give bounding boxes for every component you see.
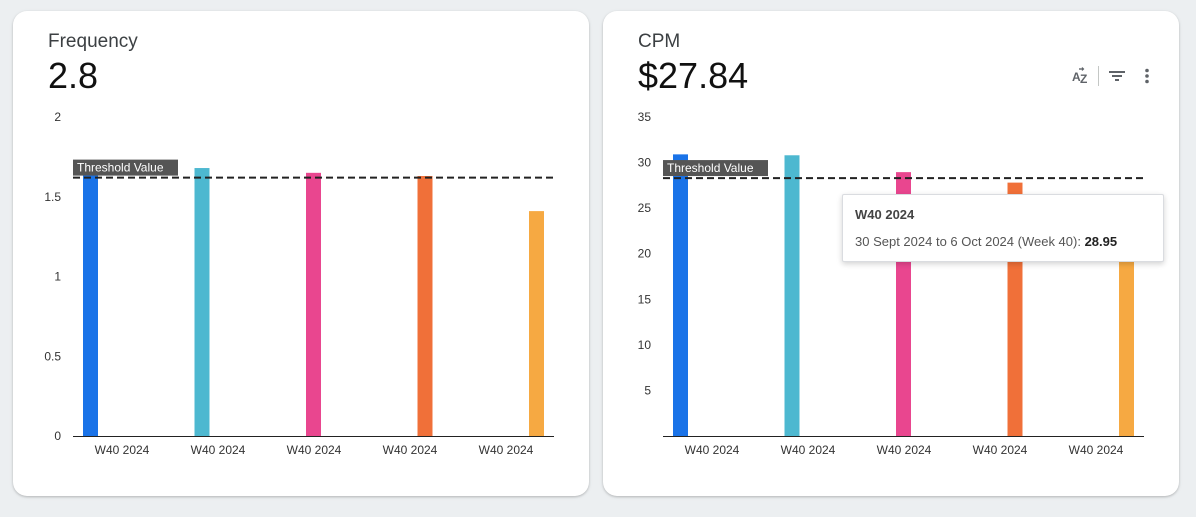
frequency-card: Frequency 2.8 2 1.5 1 0.5 0 W40 2024 W40 2024 W… (13, 11, 589, 496)
x-tick-label: W40 2024 (1069, 443, 1124, 457)
card-value: 2.8 (48, 55, 99, 96)
x-tick-label: W40 2024 (685, 443, 740, 457)
tooltip-body: 30 Sept 2024 to 6 Oct 2024 (Week 40): 28… (855, 234, 1151, 249)
x-tick-label: W40 2024 (287, 443, 342, 457)
svg-text:Z: Z (1080, 72, 1087, 86)
x-tick-label: W40 2024 (191, 443, 246, 457)
filter-icon[interactable] (1105, 64, 1129, 88)
threshold-label: Threshold Value (667, 161, 754, 175)
bar (673, 154, 688, 436)
x-tick-label: W40 2024 (781, 443, 836, 457)
x-tick-label: W40 2024 (877, 443, 932, 457)
chart-toolbar: A Z (1068, 64, 1159, 88)
card-title: CPM (638, 31, 681, 52)
y-tick-label: 15 (638, 292, 652, 306)
x-tick-label: W40 2024 (95, 443, 150, 457)
bar (784, 155, 800, 436)
bar (83, 168, 98, 437)
sort-az-icon[interactable]: A Z (1068, 64, 1092, 88)
card-value: $27.84 (638, 55, 749, 96)
chart-tooltip: W40 2024 30 Sept 2024 to 6 Oct 2024 (Wee… (842, 194, 1164, 262)
bar (529, 211, 544, 436)
threshold-label: Threshold Value (77, 161, 164, 175)
bar (306, 172, 321, 436)
y-tick-label: 20 (638, 247, 652, 261)
y-tick-label: 35 (638, 110, 652, 124)
cpm-card: CPM $27.84 A Z 35 30 25 20 15 (603, 11, 1179, 496)
threshold-label-bg (73, 159, 178, 176)
bar (194, 168, 210, 437)
threshold-label-bg (663, 160, 768, 177)
y-tick-label: 30 (638, 156, 652, 170)
bar (417, 176, 433, 436)
frequency-bar-chart: 2 1.5 1 0.5 0 W40 2024 W40 2024 W40 2024 W40 202… (44, 110, 554, 457)
card-title: Frequency (48, 31, 138, 52)
y-tick-label: 25 (638, 201, 652, 215)
y-tick-label: 1 (54, 270, 61, 284)
toolbar-divider (1098, 66, 1099, 86)
x-tick-label: W40 2024 (383, 443, 438, 457)
tooltip-title: W40 2024 (855, 207, 915, 222)
x-tick-label: W40 2024 (479, 443, 534, 457)
y-tick-label: 5 (644, 383, 651, 397)
y-tick-label: 0 (54, 429, 61, 443)
x-tick-label: W40 2024 (973, 443, 1028, 457)
y-tick-label: 1.5 (44, 190, 61, 204)
y-tick-label: 10 (638, 338, 652, 352)
tooltip-text: 30 Sept 2024 to 6 Oct 2024 (Week 40): (855, 234, 1085, 249)
svg-text:A: A (1072, 70, 1081, 84)
tooltip-value: 28.95 (1084, 234, 1118, 249)
y-tick-label: 2 (54, 110, 61, 124)
more-vert-icon[interactable] (1135, 64, 1159, 88)
y-tick-label: 0.5 (44, 349, 61, 363)
